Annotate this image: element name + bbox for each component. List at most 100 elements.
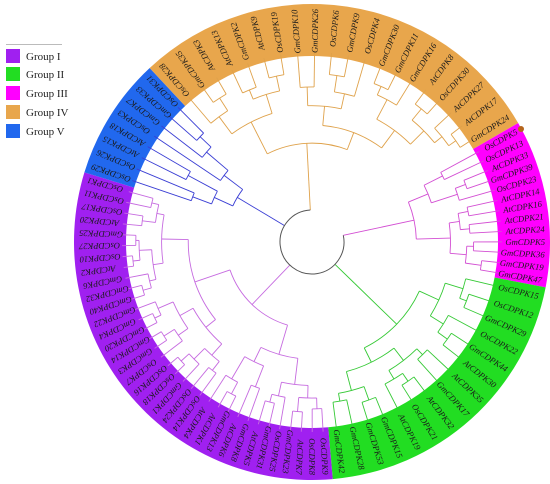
tree-branch (321, 408, 324, 432)
tree-branch (192, 196, 212, 205)
tree-branch (157, 301, 174, 309)
tree-branch (479, 260, 483, 271)
tree-branch (231, 356, 246, 380)
group-ring-segment (328, 277, 546, 480)
tree-branch (148, 331, 162, 340)
tree-branch (469, 220, 501, 225)
leaf-label: AtCDPK20 (79, 215, 121, 229)
tree-branch (473, 250, 502, 253)
tree-branch (138, 313, 153, 321)
tree-branch (463, 180, 468, 189)
tree-branch (190, 367, 210, 389)
tree-branch (423, 175, 443, 186)
tree-branch (442, 344, 462, 360)
tree-branch (208, 375, 227, 402)
tree-branch (449, 221, 460, 224)
tree-branch (448, 140, 457, 147)
tree-branch (237, 197, 269, 217)
tree-branch (413, 376, 427, 394)
tree-branch (211, 343, 223, 356)
tree-branch (270, 264, 291, 286)
tree-branch (416, 348, 423, 355)
tree-branch (306, 143, 310, 182)
tree-branch (247, 388, 261, 422)
tree-branch (463, 307, 487, 318)
tree-branch (278, 324, 288, 355)
tree-branch (223, 175, 243, 190)
tree-branch (437, 331, 448, 340)
tree-branch (126, 201, 151, 208)
tree-branch (468, 293, 493, 303)
tree-branch (134, 301, 156, 311)
tree-branch (354, 283, 398, 325)
tree-branch (460, 228, 470, 231)
tree-branch (231, 69, 243, 94)
tree-branch (408, 193, 429, 203)
tree-branch (440, 151, 480, 173)
tree-branch (417, 358, 440, 384)
tree-branch (201, 86, 214, 103)
tree-branch (151, 202, 159, 206)
tree-branch (182, 363, 200, 382)
tree-branch (160, 331, 168, 341)
tree-branch (343, 228, 372, 236)
tree-branch (454, 188, 460, 201)
group-color-ring (73, 3, 550, 480)
tree-branch (294, 358, 299, 385)
tree-branch (154, 314, 162, 319)
tree-branch (204, 348, 220, 362)
marker-dot (518, 126, 524, 132)
tree-branch (346, 132, 355, 150)
tree-branch (205, 319, 216, 328)
tree-branch (185, 171, 191, 180)
tree-branch (251, 284, 271, 305)
tree-branch (132, 180, 192, 202)
tree-branch (440, 172, 445, 180)
tree-branch (459, 189, 495, 201)
tree-branch (463, 170, 489, 181)
tree-branch (300, 411, 303, 432)
tree-branch (177, 107, 204, 134)
leaf-label: GmCDPK25 (78, 228, 123, 240)
tree-branch (143, 322, 158, 331)
leaf-label: OsCDPK6 (327, 9, 341, 47)
tree-branch (154, 339, 167, 349)
legend-item-group-4: Group IV (6, 105, 69, 119)
group-ring-segment (473, 123, 550, 288)
tree-branch (328, 52, 333, 75)
tree-branch (334, 263, 356, 284)
tree-branch (138, 240, 141, 261)
tree-branch (127, 284, 142, 290)
tree-branch (306, 87, 309, 106)
tree-branch (151, 249, 157, 280)
tree-branch (132, 255, 135, 267)
tree-branch (465, 262, 482, 266)
tree-branch (459, 139, 473, 148)
tree-branch (123, 265, 134, 268)
tree-branch (329, 74, 345, 78)
tree-branch (152, 313, 158, 323)
tree-branch (333, 75, 338, 93)
tree-branch (237, 384, 252, 418)
legend-swatch (6, 105, 20, 119)
tree-branch (401, 384, 414, 404)
tree-branch (434, 112, 452, 129)
tree-branch (434, 136, 443, 144)
leaf-label: AtCDPK21 (503, 211, 544, 225)
tree-branch (297, 52, 301, 88)
tree-branch (180, 353, 190, 362)
tree-branch (227, 395, 237, 413)
leaf-label: GmCDPK10 (289, 9, 302, 54)
leaf-label: OsCDPK8 (307, 438, 317, 475)
tree-branch (154, 135, 221, 181)
tree-branch (353, 59, 366, 97)
tree-branch (193, 348, 205, 360)
group-ring-segment (84, 67, 186, 188)
tree-branch (450, 125, 463, 135)
tree-branch (363, 347, 372, 363)
tree-branch (459, 297, 467, 302)
tree-branch (199, 136, 212, 148)
tree-branch (459, 278, 467, 299)
tree-branch (267, 142, 348, 155)
